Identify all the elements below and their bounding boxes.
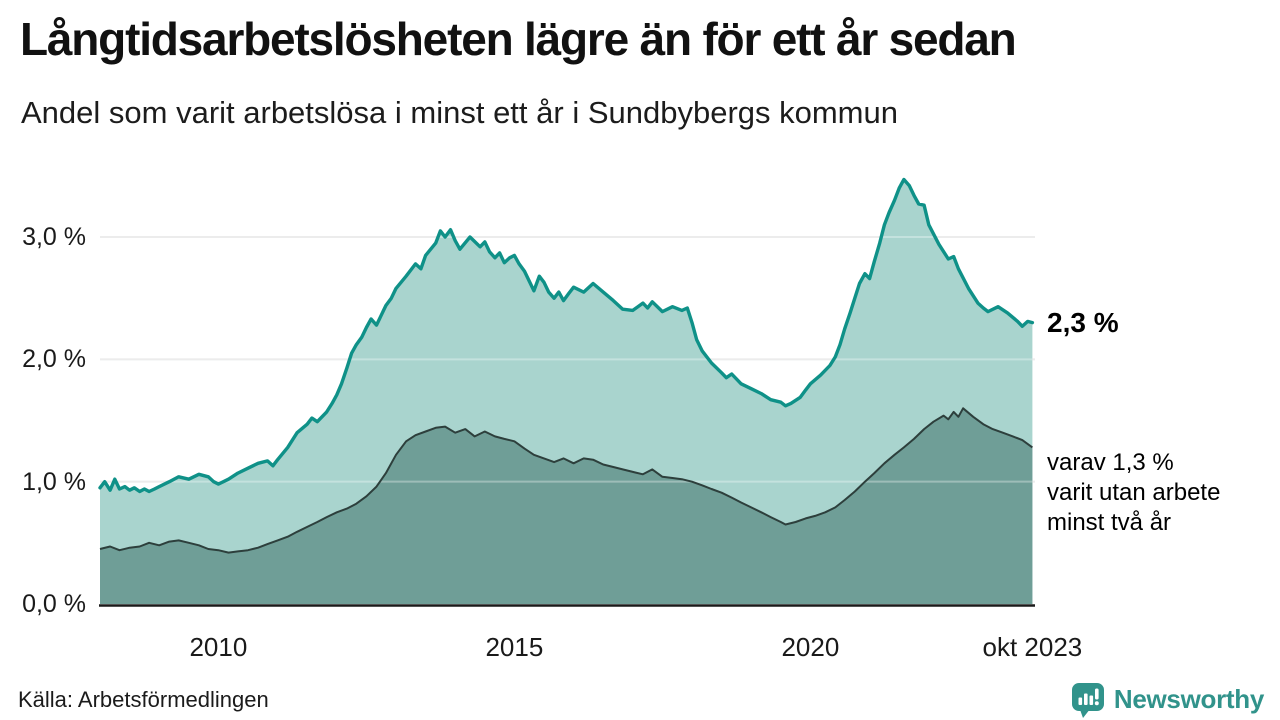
newsworthy-logo: Newsworthy [1069,680,1264,718]
newsworthy-speech-bubble-bar-chart-icon [1071,683,1104,718]
x-tick-label-2015: 2015 [485,632,544,662]
y-tick-label-0: 0,0 % [22,590,86,618]
x-tick-label-2020: 2020 [781,632,840,662]
source-credit: Källa: Arbetsförmedlingen [18,687,269,712]
secondary-annotation-line-3: minst två år [1047,508,1172,536]
latest-value-annotation: 2,3 % [1047,306,1119,338]
chart-subtitle: Andel som varit arbetslösa i minst ett å… [21,95,898,130]
x-tick-label-2010: 2010 [189,632,248,662]
secondary-annotation-line-1: varav 1,3 % [1047,448,1174,476]
secondary-annotation-line-2: varit utan arbete [1047,478,1221,506]
newsworthy-wordmark: Newsworthy [1113,683,1264,714]
y-tick-label-2: 2,0 % [22,345,86,374]
y-tick-label-1: 1,0 % [22,467,86,496]
y-tick-label-3: 3,0 % [22,223,86,251]
x-tick-label-okt-2023: okt 2023 [982,632,1083,662]
page-title: Långtidsarbetslösheten lägre än för ett … [20,13,1017,65]
secondary-series-annotation: varav 1,3 % varit utan arbete minst två … [1047,448,1277,538]
